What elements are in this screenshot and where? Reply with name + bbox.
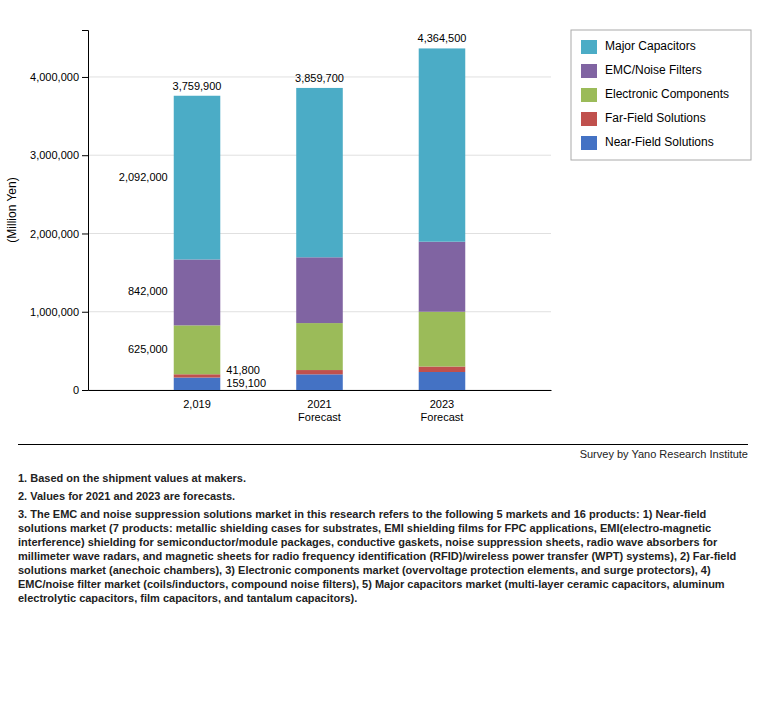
x-tick-label-line: Forecast <box>298 411 341 423</box>
y-axis-line <box>82 31 89 391</box>
bar <box>419 367 466 372</box>
legend-swatch <box>581 64 597 78</box>
legend-box <box>571 30 751 160</box>
y-tick-label: 2,000,000 <box>30 227 79 239</box>
bar <box>174 374 221 377</box>
y-axis: 0 1,000,000 2,000,000 3,000,000 4,000,000 <box>30 31 88 397</box>
separator <box>18 444 748 445</box>
y-tick-label: 1,000,000 <box>30 306 79 318</box>
data-label: 41,800 <box>226 364 260 376</box>
data-label: 159,100 <box>226 377 266 389</box>
bar-series <box>174 372 466 390</box>
legend-item: Far-Field Solutions <box>581 111 706 126</box>
footnote: 2. Values for 2021 and 2023 are forecast… <box>18 489 748 503</box>
y-tick-mark <box>82 77 88 78</box>
legend: Major Capacitors EMC/Noise Filters Electro… <box>571 30 751 160</box>
x-tick-label-line: 2021 <box>307 398 331 410</box>
y-tick-mark <box>82 155 88 156</box>
bar <box>296 323 343 370</box>
plot: 0 1,000,000 2,000,000 3,000,000 4,000,000 2,0… <box>30 31 551 424</box>
footnote: 3. The EMC and noise suppression solutio… <box>18 507 748 605</box>
source: Survey by Yano Research Institute <box>18 447 748 461</box>
total-label: 3,759,900 <box>173 80 222 92</box>
y-tick-mark <box>82 312 88 313</box>
y-axis-title: (Million Yen) <box>5 177 19 242</box>
bar <box>296 88 343 257</box>
x-axis-line <box>89 390 552 391</box>
y-tick-label: 3,000,000 <box>30 149 79 161</box>
legend-label: Far-Field Solutions <box>605 111 706 125</box>
bars <box>174 48 466 390</box>
data-label: 625,000 <box>128 343 168 355</box>
y-tick: 4,000,000 <box>30 71 88 83</box>
y-tick-label: 0 <box>73 384 79 396</box>
total-label: 4,364,500 <box>418 32 467 44</box>
chart: 0 1,000,000 2,000,000 3,000,000 4,000,000 2,0… <box>0 0 766 440</box>
bar <box>296 370 343 374</box>
x-axis: 2,0192021Forecast2023Forecast <box>89 390 552 423</box>
x-tick-label: 2,019 <box>183 398 211 410</box>
data-label: 842,000 <box>128 285 168 297</box>
bar <box>419 242 466 312</box>
bar <box>419 48 466 241</box>
x-tick-label: 2023Forecast <box>421 398 464 423</box>
grid <box>88 77 551 390</box>
y-tick-mark <box>82 390 88 391</box>
x-tick-label: 2021Forecast <box>298 398 341 423</box>
bar <box>296 374 343 390</box>
footer: Survey by Yano Research Institute 1. Base… <box>0 444 766 605</box>
legend-swatch <box>581 136 597 150</box>
annotations: 625,000 842,000 2,092,000 159,10041,800 3,75… <box>119 32 467 388</box>
legend-item: Electronic Components <box>581 87 729 102</box>
y-tick-label: 4,000,000 <box>30 71 79 83</box>
legend-label: Near-Field Solutions <box>605 135 714 149</box>
footnote: 1. Based on the shipment values at maker… <box>18 471 748 485</box>
y-tick-mark <box>82 233 88 234</box>
data-label: 2,092,000 <box>119 171 168 183</box>
legend-item: Major Capacitors <box>581 39 696 54</box>
x-tick: 2021Forecast <box>298 390 341 423</box>
x-tick-label-line: 2,019 <box>183 398 211 410</box>
legend-item: EMC/Noise Filters <box>581 63 702 78</box>
x-tick: 2,019 <box>183 390 211 410</box>
y-tick: 0 <box>73 384 88 396</box>
bar <box>174 378 221 390</box>
bar <box>296 257 343 323</box>
x-tick: 2023Forecast <box>421 390 464 423</box>
legend-label: Electronic Components <box>605 87 729 101</box>
bar <box>174 96 221 260</box>
y-tick: 1,000,000 <box>30 306 88 318</box>
legend-item: Near-Field Solutions <box>581 135 714 150</box>
total-label: 3,859,700 <box>295 72 344 84</box>
legend-label: EMC/Noise Filters <box>605 63 702 77</box>
bar <box>419 312 466 367</box>
legend-swatch <box>581 40 597 54</box>
legend-label: Major Capacitors <box>605 39 696 53</box>
x-tick-label-line: 2023 <box>430 398 454 410</box>
y-tick: 3,000,000 <box>30 149 88 161</box>
bar <box>174 325 221 374</box>
legend-swatch <box>581 112 597 126</box>
legend-swatch <box>581 88 597 102</box>
bar <box>174 259 221 325</box>
y-tick: 2,000,000 <box>30 227 88 239</box>
bar <box>419 372 466 390</box>
x-tick-label-line: Forecast <box>421 411 464 423</box>
